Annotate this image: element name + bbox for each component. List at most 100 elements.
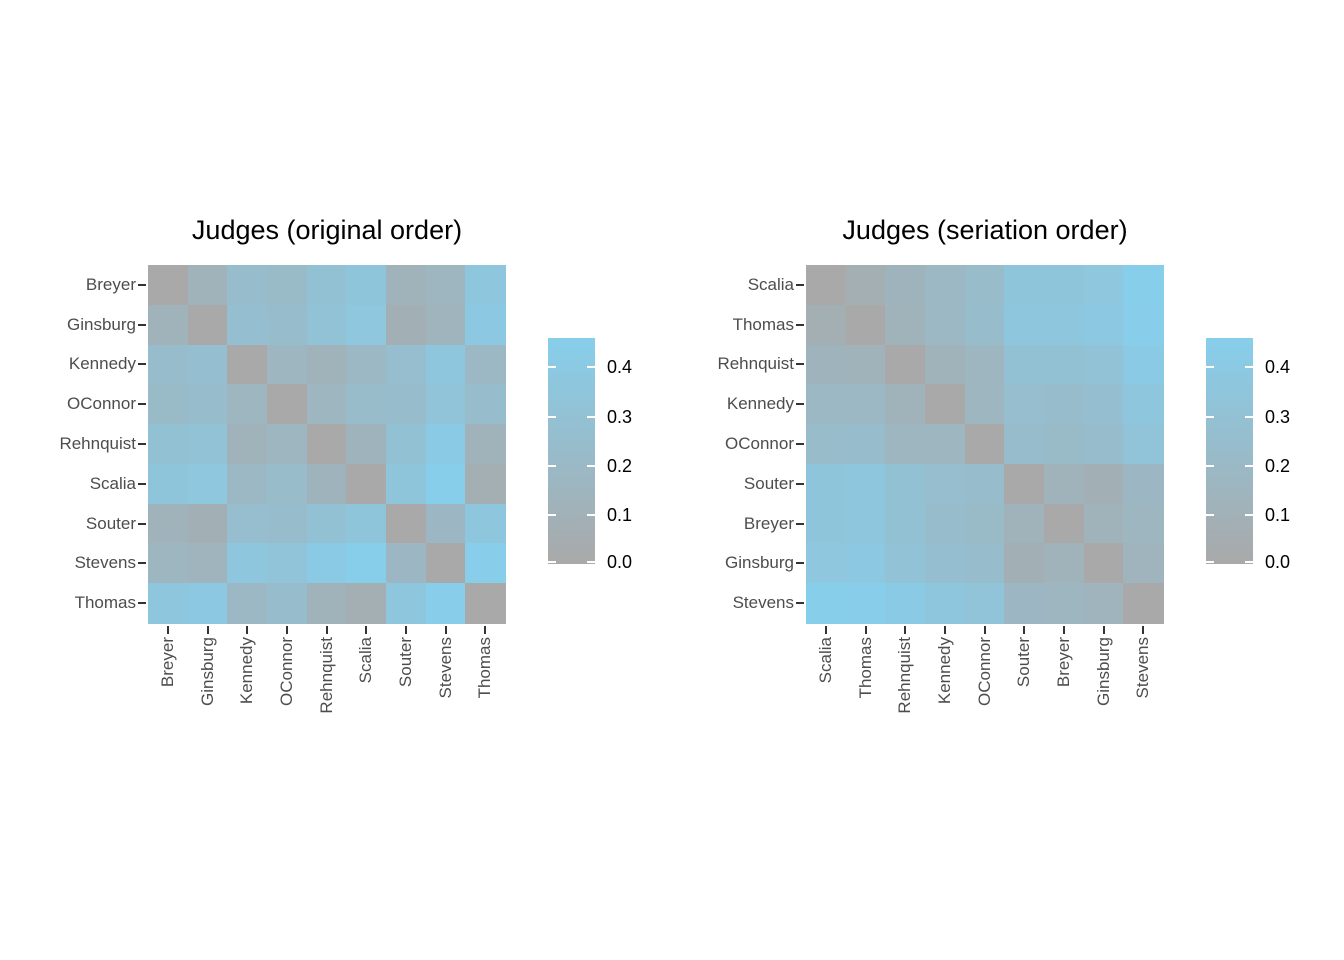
- x-axis-label: Breyer: [1053, 637, 1073, 688]
- heatmap-cell: [148, 344, 189, 386]
- heatmap-cell: [964, 384, 1006, 425]
- heatmap-cell: [187, 583, 229, 624]
- heatmap-cell: [465, 384, 506, 425]
- heatmap-cell: [386, 344, 427, 386]
- y-axis-label: Souter: [743, 473, 794, 493]
- legend-tick-left: [1206, 561, 1214, 563]
- heatmap-cell: [1004, 344, 1045, 386]
- legend-tick-label: 0.2: [607, 455, 633, 476]
- heatmap-cell: [964, 344, 1006, 386]
- heatmap-cell: [1123, 344, 1164, 386]
- heatmap-cell: [306, 344, 348, 386]
- heatmap-cell: [425, 503, 467, 545]
- heatmap-cell: [925, 304, 966, 346]
- x-axis-label: OConnor: [974, 637, 994, 706]
- heatmap-cell: [267, 583, 308, 624]
- x-axis-label: Kennedy: [934, 637, 954, 705]
- heatmap-cell: [1123, 503, 1164, 545]
- heatmap-cell: [885, 583, 926, 624]
- heatmap-grid: [806, 265, 1164, 624]
- y-axis-label: Ginsburg: [725, 553, 794, 573]
- x-axis-tick: [943, 626, 946, 634]
- panel-title: Judges (original order): [191, 215, 463, 245]
- y-axis-label: Rehnquist: [717, 354, 794, 374]
- heatmap-cell: [845, 384, 887, 425]
- heatmap-cell: [267, 384, 308, 425]
- heatmap-cell: [845, 583, 887, 624]
- heatmap-cell: [306, 384, 348, 425]
- heatmap-cell: [187, 503, 229, 545]
- heatmap-cell: [148, 265, 189, 306]
- x-axis-label: Ginsburg: [197, 637, 217, 706]
- heatmap-cell: [1123, 583, 1164, 624]
- y-axis-label: Breyer: [743, 513, 794, 533]
- heatmap-cell: [925, 583, 966, 624]
- heatmap-cell: [227, 344, 268, 386]
- heatmap-cell: [964, 503, 1006, 545]
- heatmap-cell: [845, 543, 887, 584]
- legend-gradient-bar: [1206, 338, 1253, 564]
- heatmap-cell: [187, 384, 229, 425]
- x-axis-label: Rehnquist: [895, 637, 915, 714]
- legend-tick-right: [1245, 366, 1253, 369]
- y-axis-label: Kennedy: [726, 394, 794, 414]
- heatmap-cell: [187, 463, 229, 505]
- y-axis-label: Thomas: [732, 314, 794, 334]
- y-axis-label: Kennedy: [68, 354, 136, 374]
- heatmap-cell: [465, 265, 506, 306]
- legend-tick-label: 0.4: [1265, 357, 1291, 378]
- heatmap-cell: [1004, 543, 1045, 584]
- heatmap-cell: [925, 384, 966, 425]
- legend-tick-right: [587, 513, 595, 516]
- heatmap-cell: [964, 424, 1006, 465]
- heatmap-cell: [346, 503, 387, 545]
- legend-tick-left: [548, 464, 556, 467]
- y-axis-label: Stevens: [74, 553, 136, 573]
- heatmap-cell: [346, 424, 387, 465]
- heatmap-cell: [1083, 304, 1125, 346]
- y-axis-tick: [796, 482, 804, 485]
- heatmap-cell: [885, 265, 926, 306]
- y-axis-tick: [796, 562, 804, 565]
- heatmap-cell: [267, 463, 308, 505]
- heatmap-cell: [1004, 384, 1045, 425]
- heatmap-cell: [267, 265, 308, 306]
- heatmap-cell: [465, 344, 506, 386]
- heatmap-cell: [925, 463, 966, 505]
- heatmap-grid: [148, 265, 506, 624]
- x-axis-tick: [824, 626, 827, 634]
- legend-tick-left: [1206, 415, 1214, 418]
- heatmap-cell: [1004, 304, 1045, 346]
- legend-tick-left: [1206, 513, 1214, 516]
- heatmap-cell: [386, 384, 427, 425]
- heatmap-cell: [187, 304, 229, 346]
- y-axis-tick: [138, 602, 146, 605]
- heatmap-cell: [227, 503, 268, 545]
- heatmap-cell: [306, 265, 348, 306]
- heatmap-cell: [306, 503, 348, 545]
- heatmap-cell: [386, 543, 427, 584]
- heatmap-cell: [1123, 424, 1164, 465]
- heatmap-cell: [306, 583, 348, 624]
- heatmap-cell: [1044, 463, 1085, 505]
- heatmap-cell: [1004, 583, 1045, 624]
- heatmap-cell: [227, 583, 268, 624]
- heatmap-cell: [227, 424, 268, 465]
- legend-tick-left: [548, 513, 556, 516]
- x-axis-label: Rehnquist: [316, 637, 336, 714]
- legend-tick-right: [587, 415, 595, 418]
- heatmap-cell: [1044, 583, 1085, 624]
- x-axis-label: Stevens: [435, 637, 455, 699]
- legend-tick-label: 0.1: [1265, 504, 1291, 525]
- x-axis-tick: [1142, 626, 1145, 634]
- heatmap-cell: [885, 344, 926, 386]
- y-axis-tick: [796, 403, 804, 406]
- heatmap-cell: [925, 543, 966, 584]
- x-axis-tick: [246, 626, 249, 634]
- heatmap-cell: [1123, 543, 1164, 584]
- heatmap-cell: [386, 503, 427, 545]
- heatmap-cell: [845, 344, 887, 386]
- heatmap-cell: [1083, 384, 1125, 425]
- heatmap-cell: [386, 424, 427, 465]
- panel-title: Judges (seriation order): [842, 215, 1128, 245]
